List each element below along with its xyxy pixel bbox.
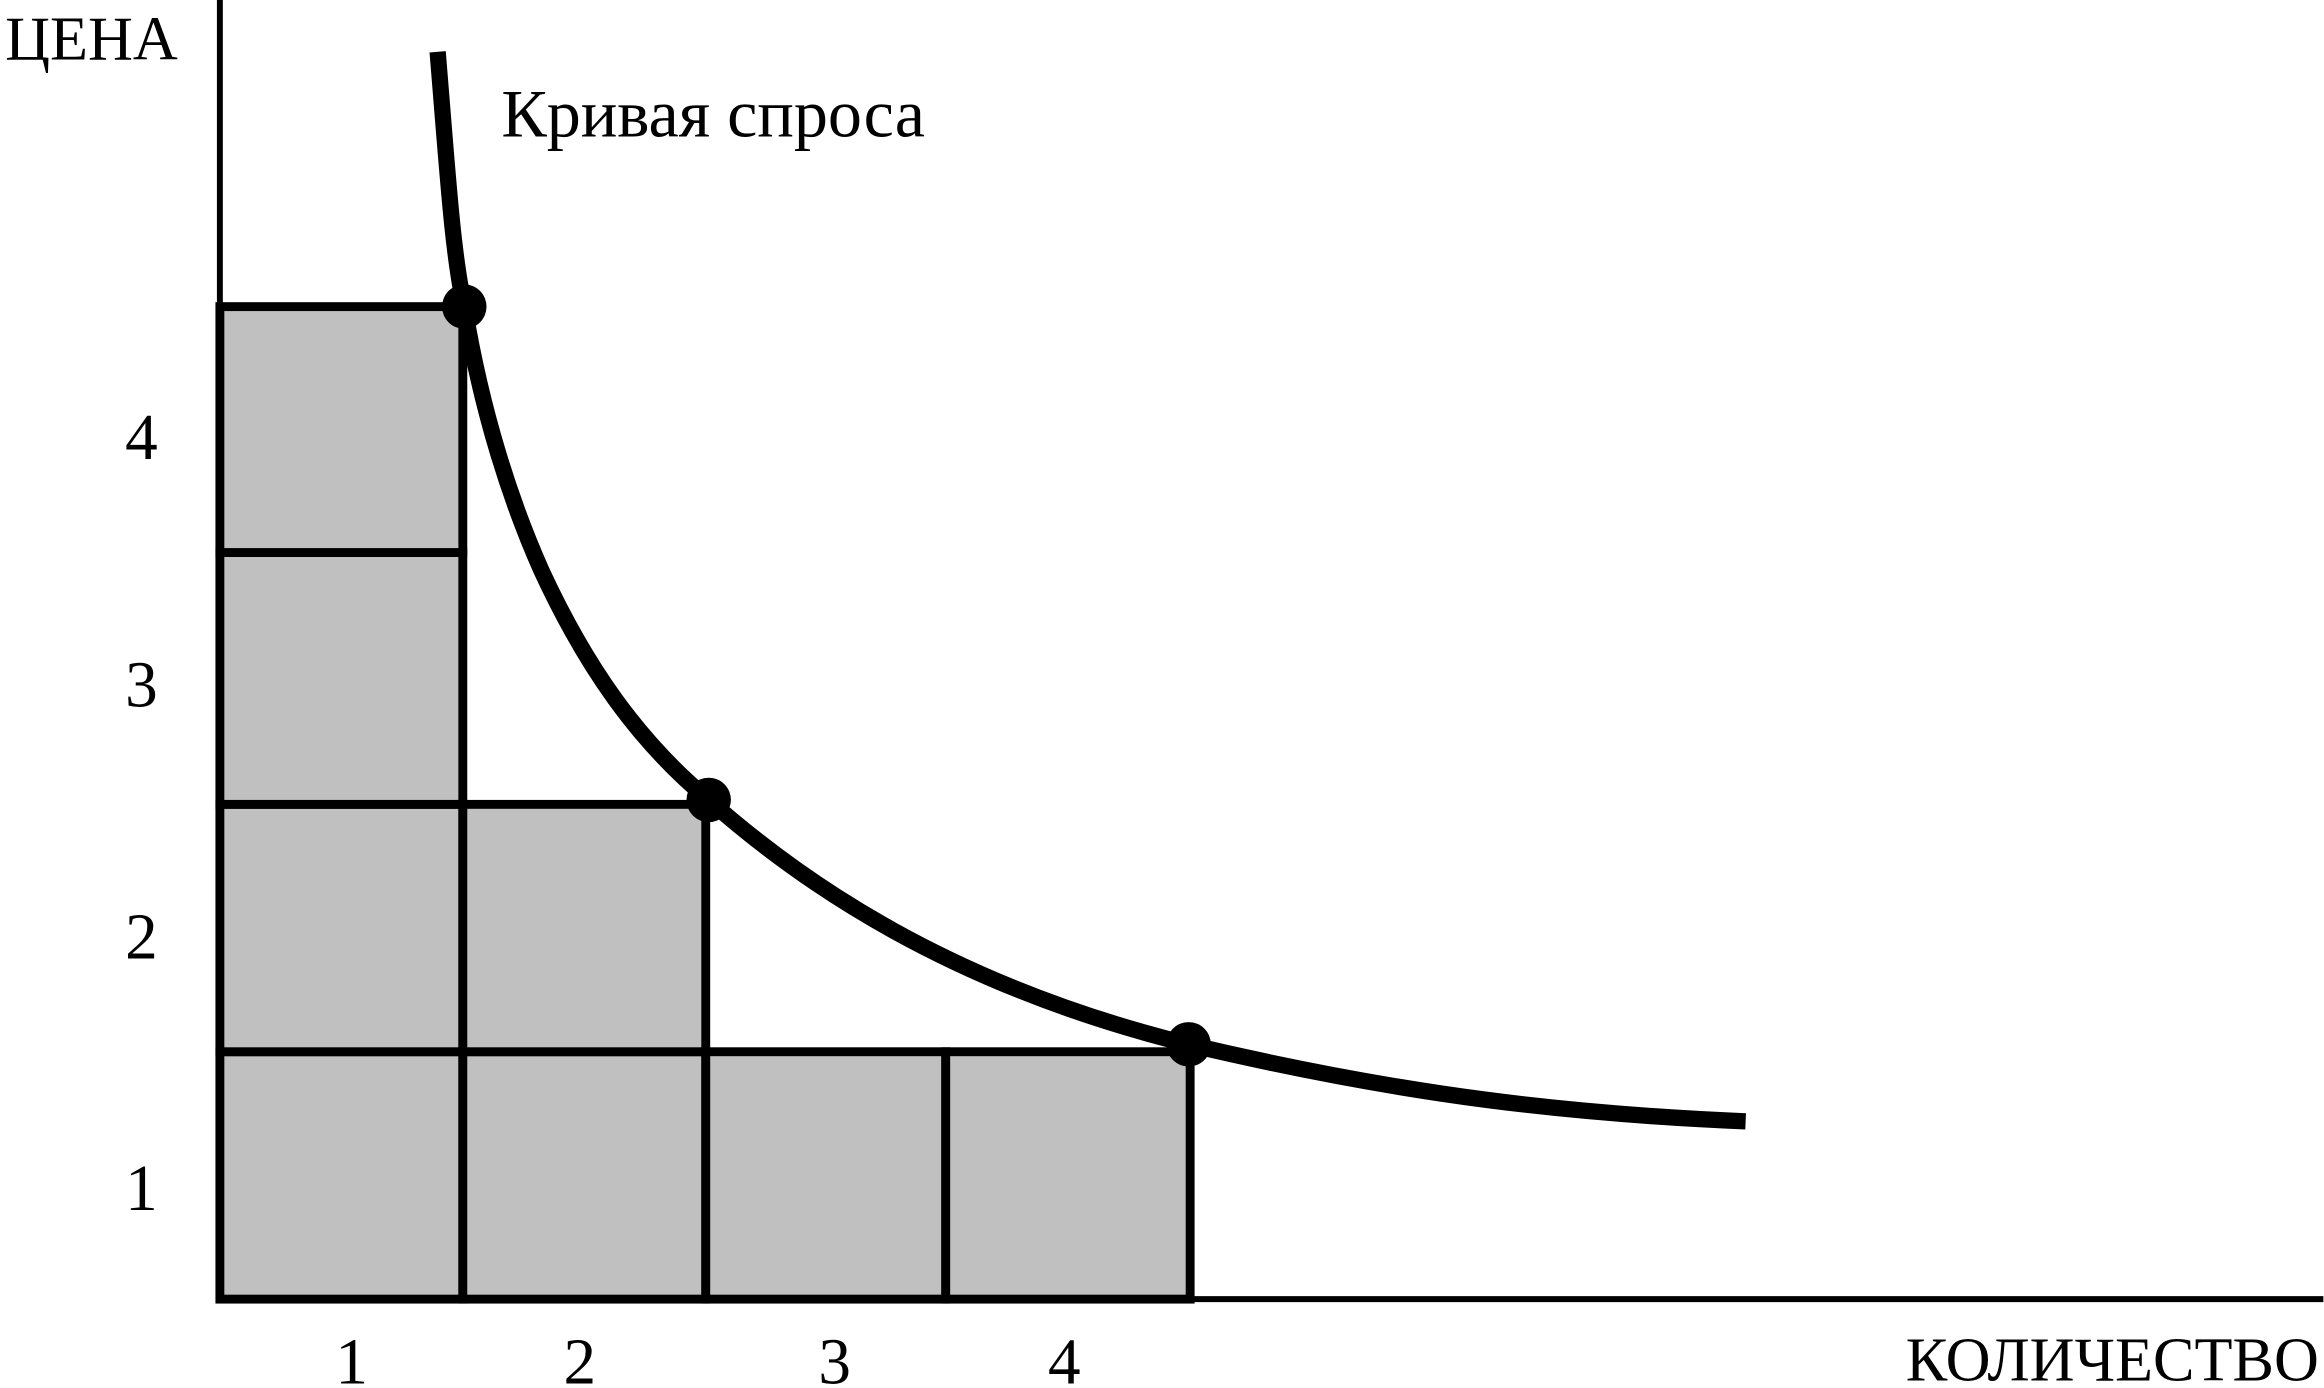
curve-point	[442, 284, 487, 329]
cell	[215, 1047, 468, 1304]
y-axis-title: ЦЕНА	[5, 5, 178, 73]
x-label: 2	[564, 1327, 597, 1388]
y-label: 4	[125, 402, 158, 474]
x-label: 4	[1048, 1327, 1081, 1388]
cell	[458, 1047, 711, 1304]
cell	[941, 1047, 1195, 1304]
x-axis-title: КОЛИЧЕСТВО	[1906, 1327, 2319, 1388]
x-label: 1	[335, 1327, 368, 1388]
curve-point	[1166, 1022, 1211, 1067]
cells	[215, 302, 1195, 1304]
cell	[701, 1047, 951, 1304]
cell	[458, 799, 711, 1057]
cell	[215, 799, 468, 1057]
curve-label: Кривая спроса	[501, 75, 925, 151]
y-label: 2	[125, 901, 158, 973]
cell	[215, 548, 468, 809]
curve-point	[686, 777, 731, 823]
cell	[215, 302, 468, 557]
x-label: 3	[818, 1327, 851, 1388]
y-label: 3	[125, 650, 158, 722]
y-label: 1	[125, 1153, 158, 1225]
